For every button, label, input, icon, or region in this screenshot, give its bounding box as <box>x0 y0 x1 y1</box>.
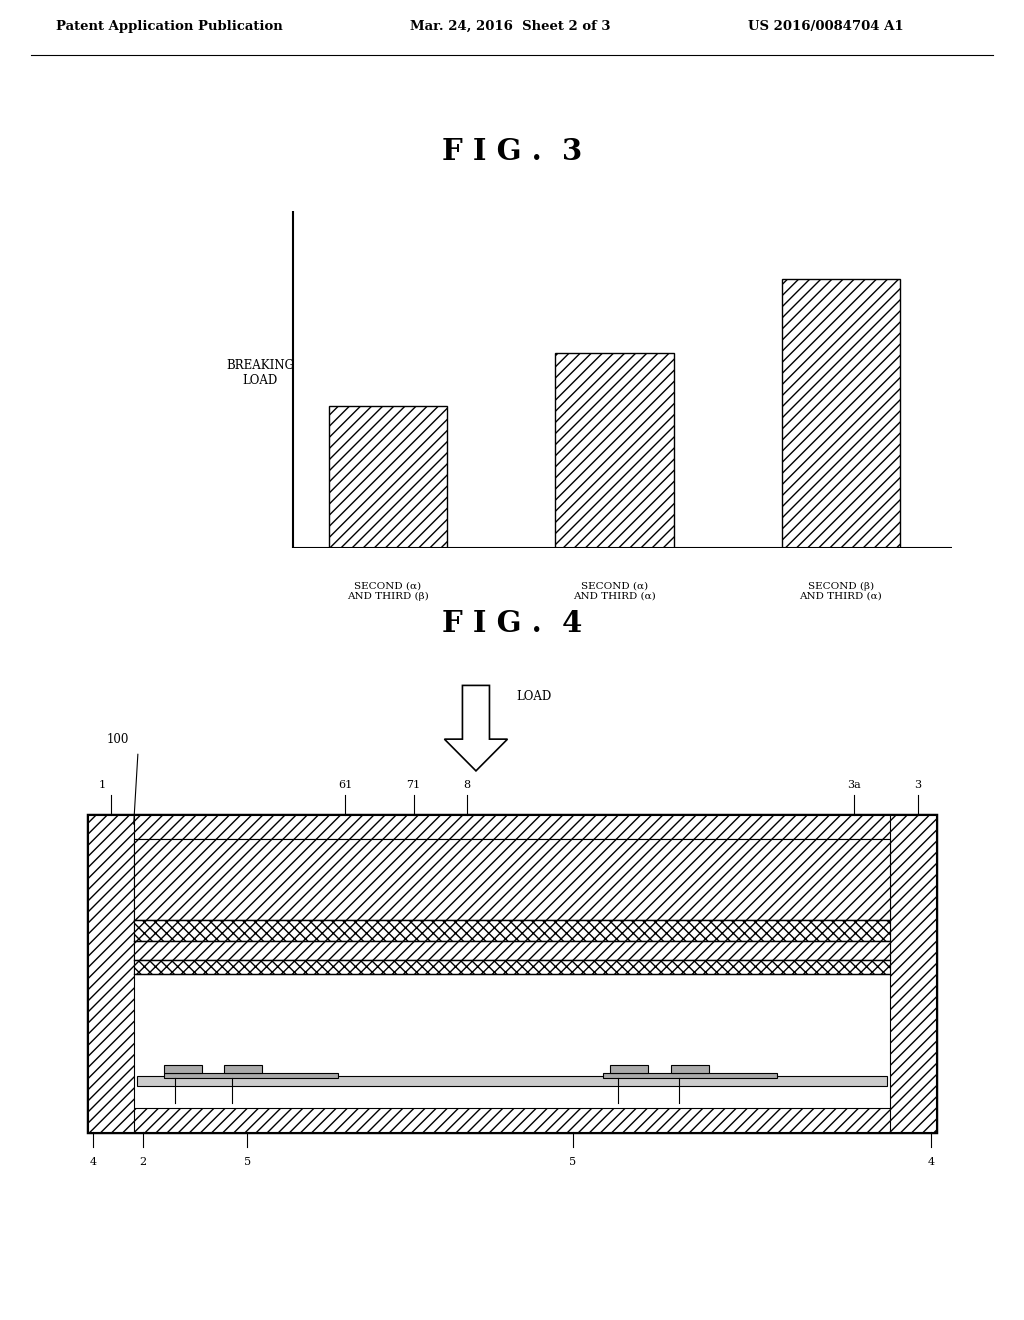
Polygon shape <box>444 685 508 771</box>
Text: 2: 2 <box>139 1156 146 1167</box>
Text: US 2016/0084704 A1: US 2016/0084704 A1 <box>748 20 903 33</box>
Bar <box>610 1065 648 1073</box>
Text: 8: 8 <box>463 780 470 791</box>
Text: 5: 5 <box>569 1156 577 1167</box>
Bar <box>555 352 674 548</box>
Text: SECOND (α)
AND THIRD (α): SECOND (α) AND THIRD (α) <box>573 581 655 601</box>
Text: SECOND (α)
AND THIRD (β): SECOND (α) AND THIRD (β) <box>347 581 429 601</box>
Bar <box>671 1065 709 1073</box>
Text: 61: 61 <box>338 780 352 791</box>
Bar <box>603 1073 777 1078</box>
Text: 4: 4 <box>928 1156 935 1167</box>
Bar <box>137 1076 887 1086</box>
Bar <box>88 814 936 1133</box>
Text: F I G .  3: F I G . 3 <box>442 137 582 166</box>
Bar <box>88 814 133 1133</box>
Text: F I G .  4: F I G . 4 <box>441 610 583 638</box>
Text: Patent Application Publication: Patent Application Publication <box>56 20 283 33</box>
Text: 71: 71 <box>407 780 421 791</box>
Text: SECOND (β)
AND THIRD (α): SECOND (β) AND THIRD (α) <box>800 581 883 601</box>
Text: 1: 1 <box>98 780 105 791</box>
Text: LOAD: LOAD <box>516 690 552 704</box>
Text: 4: 4 <box>89 1156 96 1167</box>
Bar <box>224 1065 262 1073</box>
Text: 5: 5 <box>244 1156 251 1167</box>
Bar <box>133 960 891 974</box>
Bar <box>329 407 447 548</box>
Text: Mar. 24, 2016  Sheet 2 of 3: Mar. 24, 2016 Sheet 2 of 3 <box>410 20 610 33</box>
Text: BREAKING
LOAD: BREAKING LOAD <box>226 359 294 387</box>
Text: 3a: 3a <box>848 780 861 791</box>
Bar <box>891 814 936 1133</box>
Bar <box>164 1065 202 1073</box>
Bar <box>133 920 891 941</box>
Bar <box>781 279 900 548</box>
Bar <box>88 814 936 840</box>
Text: 3: 3 <box>914 780 921 791</box>
Bar <box>88 1107 936 1133</box>
Bar <box>133 941 891 960</box>
Bar <box>164 1073 338 1078</box>
Text: 100: 100 <box>106 734 129 747</box>
Bar <box>133 840 891 920</box>
